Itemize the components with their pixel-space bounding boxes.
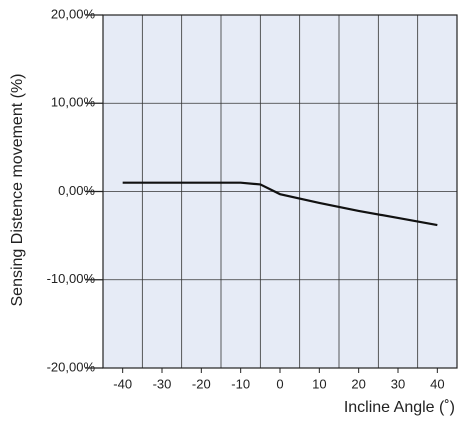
plot-frame: [102, 14, 458, 369]
x-tick-label: -20: [192, 376, 211, 391]
y-tick-label: 10,00%: [51, 95, 96, 110]
x-tick-label: -30: [153, 376, 172, 391]
x-tick-label: 0: [276, 376, 283, 391]
data-line: [122, 181, 438, 227]
y-tick-label: -20,00%: [47, 359, 96, 374]
y-tick-label: 20,00%: [51, 6, 96, 21]
x-tick-label: -40: [113, 376, 132, 391]
x-tick-label: 30: [391, 376, 405, 391]
x-tick-label: 10: [312, 376, 326, 391]
x-axis-title: Incline Angle (˚): [344, 399, 455, 416]
y-tick-label: 0,00%: [58, 183, 95, 198]
x-tick-label: 20: [351, 376, 365, 391]
x-tick-label: -10: [231, 376, 250, 391]
y-tick-label: -10,00%: [47, 271, 96, 286]
y-axis-title: Sensing Distence movement (%): [9, 74, 26, 307]
x-tick-label: 40: [430, 376, 444, 391]
